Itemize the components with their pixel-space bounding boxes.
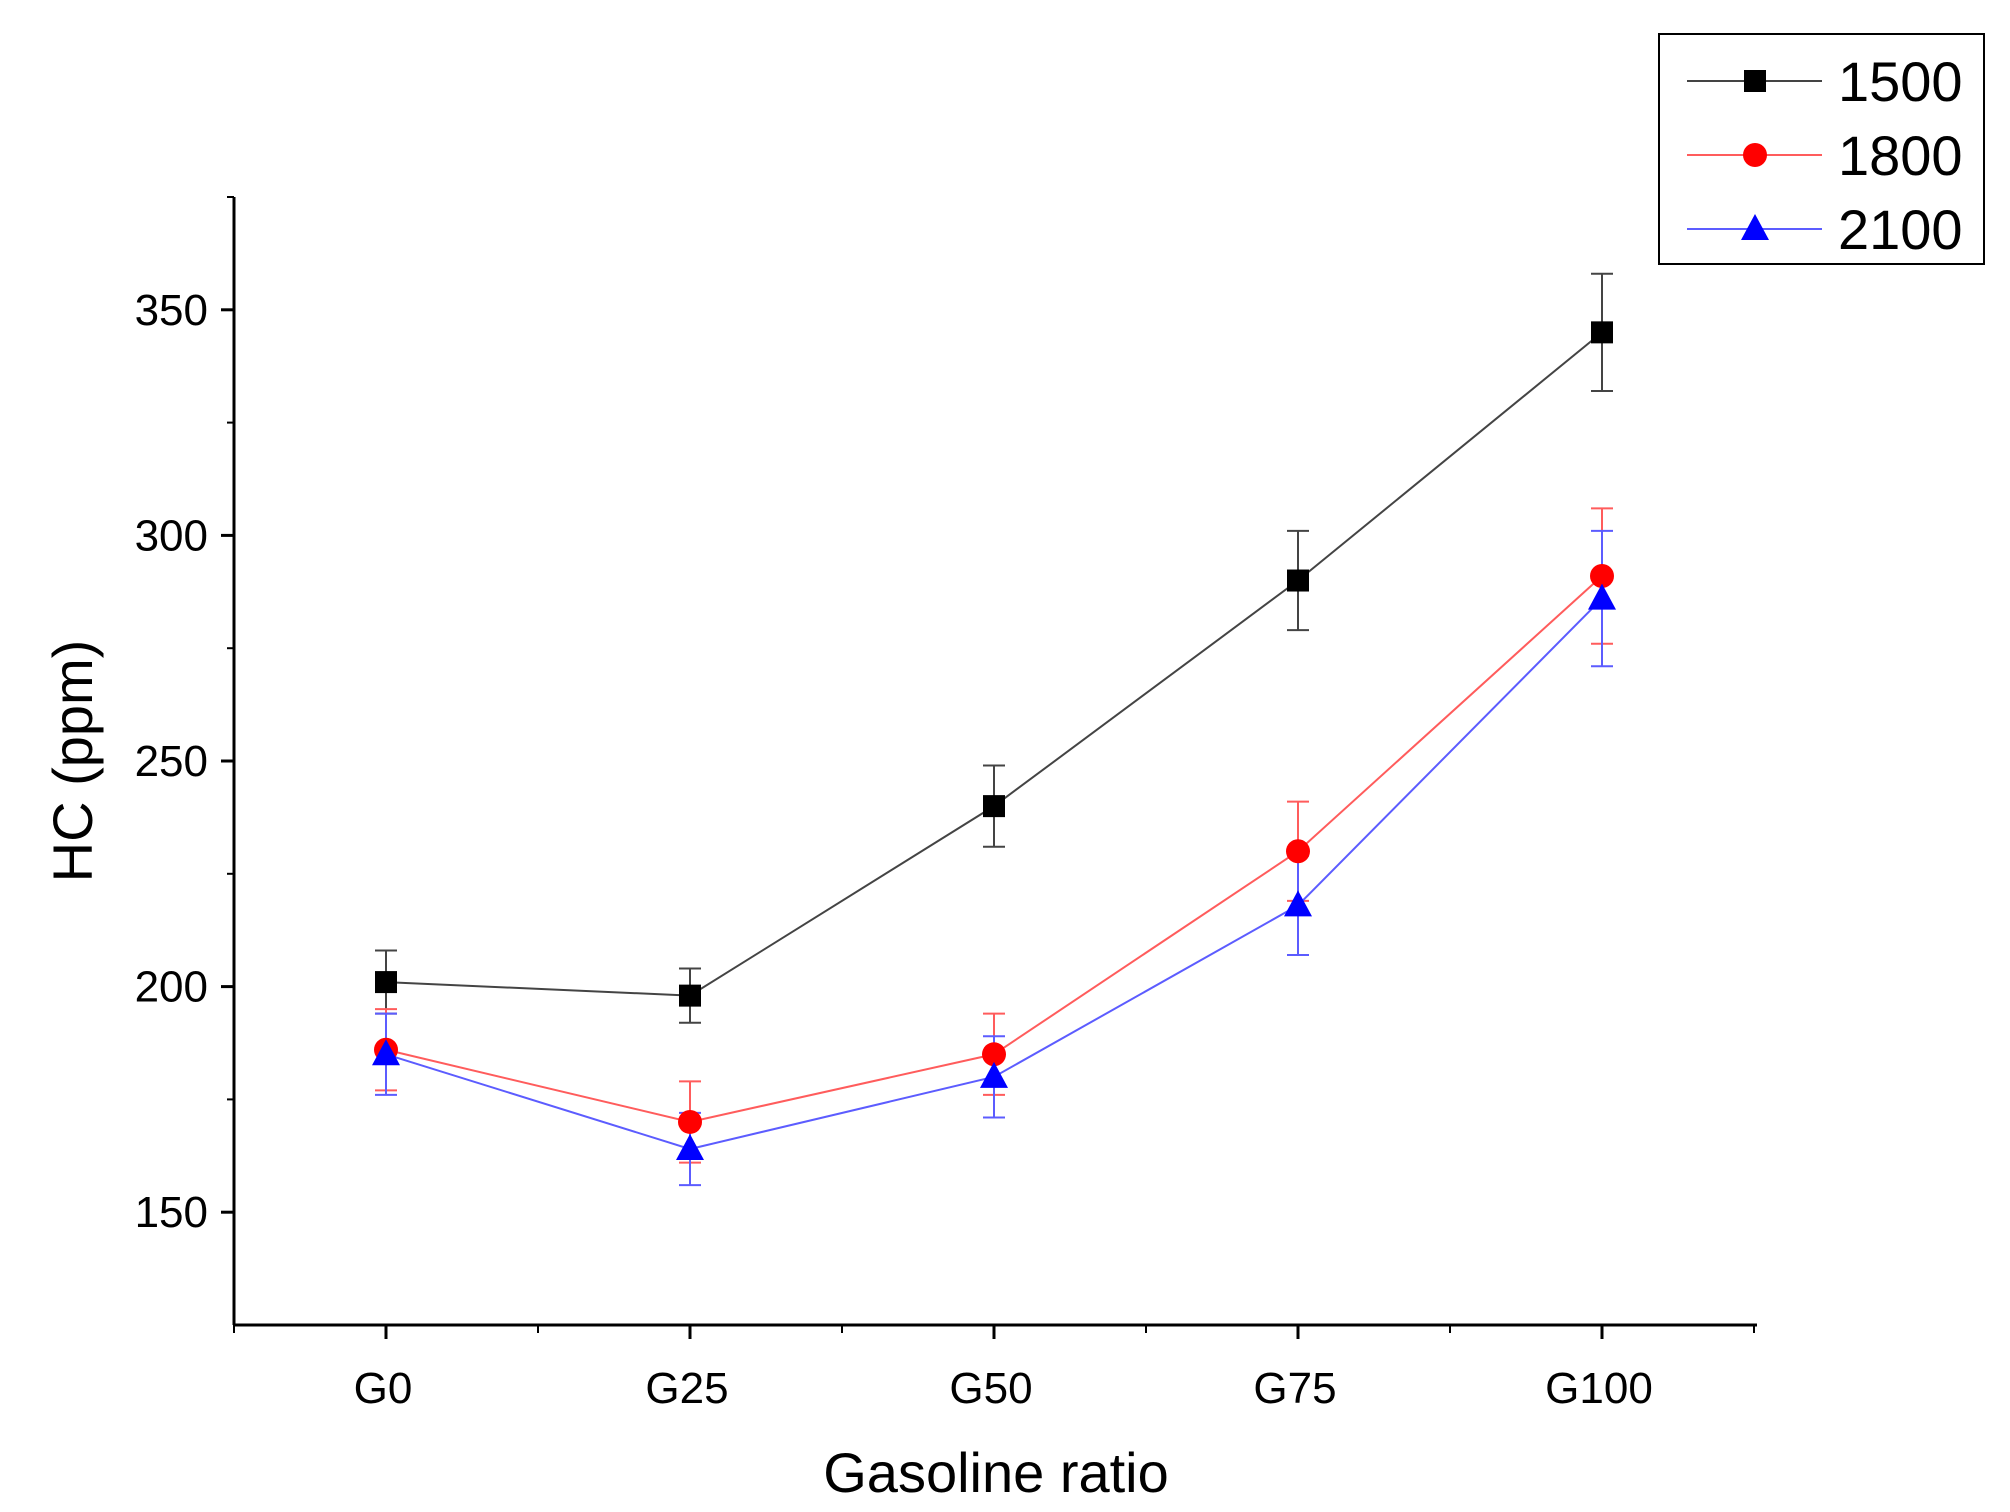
- legend-symbol-1500: [1744, 70, 1766, 92]
- data-point-1800-G75: [1286, 839, 1310, 864]
- data-point-2100-G50: [980, 1061, 1008, 1088]
- legend-box: [1658, 33, 1985, 265]
- x-tick-label-G25: G25: [645, 1364, 728, 1413]
- x-tick-label-G50: G50: [949, 1364, 1032, 1413]
- legend-marker-1500: [1744, 70, 1766, 92]
- x-axis-title: Gasoline ratio: [823, 1441, 1169, 1504]
- x-tick-label-G100: G100: [1545, 1364, 1653, 1413]
- data-point-1800-G50: [982, 1042, 1006, 1067]
- y-tick-label-150: 150: [135, 1188, 208, 1237]
- data-point-2100-G100: [1588, 583, 1616, 610]
- legend-marker-2100: [1741, 214, 1769, 240]
- data-point-1800-G100: [1590, 564, 1614, 589]
- legend-symbol-1800: [1743, 143, 1767, 167]
- y-tick-label-350: 350: [135, 286, 208, 335]
- x-tick-label-G0: G0: [354, 1364, 413, 1413]
- data-point-1500-G50: [983, 795, 1005, 818]
- y-tick-label-300: 300: [135, 511, 208, 560]
- legend-label-1800: 1800: [1838, 124, 1963, 187]
- data-point-2100-G25: [676, 1134, 704, 1161]
- legend-label-2100: 2100: [1838, 198, 1963, 261]
- y-axis-title: HC (ppm): [41, 640, 104, 883]
- x-ticks: G0 G25 G50 G75 G100: [233, 1325, 1755, 1413]
- series-markers: [372, 321, 1616, 1161]
- legend-marker-1800: [1743, 143, 1767, 167]
- data-point-1800-G25: [678, 1109, 702, 1134]
- data-point-1500-G100: [1591, 321, 1613, 344]
- data-point-2100-G75: [1284, 890, 1312, 917]
- y-tick-label-200: 200: [135, 963, 208, 1012]
- y-tick-label-250: 250: [135, 737, 208, 786]
- series-line-1500: [385, 331, 1603, 997]
- y-ticks: 150 200 250 300 350: [135, 196, 234, 1237]
- data-point-1500-G75: [1287, 569, 1309, 592]
- data-point-1500-G25: [679, 984, 701, 1007]
- legend: 1500 1800 2100: [1658, 33, 1985, 265]
- data-point-2100-G0: [372, 1039, 400, 1066]
- x-tick-label-G75: G75: [1253, 1364, 1336, 1413]
- legend-symbol-2100: [1741, 214, 1769, 240]
- data-point-1500-G0: [375, 971, 397, 994]
- axes: [232, 197, 1757, 1327]
- legend-label-1500: 1500: [1838, 50, 1963, 113]
